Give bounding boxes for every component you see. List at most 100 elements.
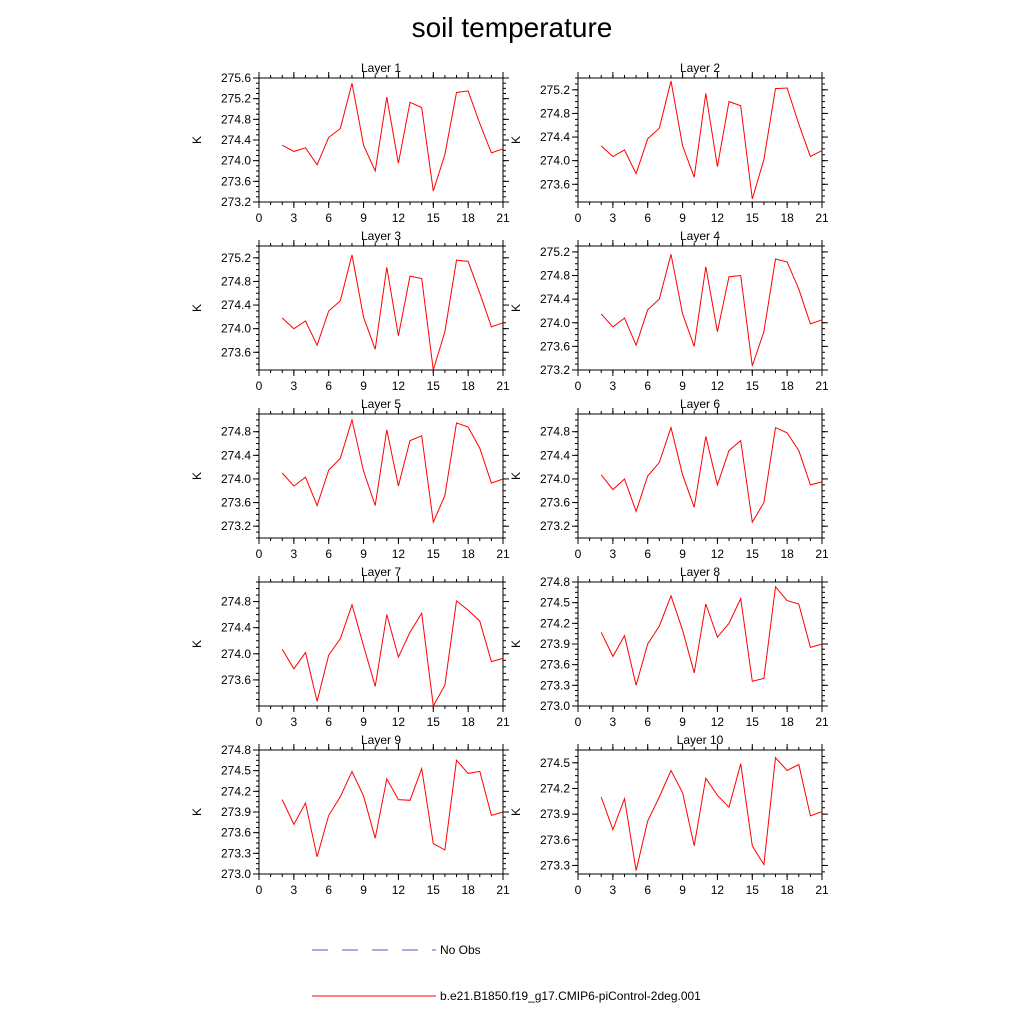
- y-tick-label: 274.4: [221, 133, 251, 147]
- x-tick-label: 18: [780, 715, 794, 729]
- x-tick-label: 12: [711, 211, 725, 225]
- x-tick-label: 15: [427, 211, 441, 225]
- y-tick-label: 275.6: [221, 71, 251, 85]
- y-tick-label: 274.8: [540, 106, 570, 120]
- y-tick-label: 274.4: [221, 448, 251, 462]
- y-tick-label: 275.2: [540, 245, 570, 259]
- panel-title-layer-2: Layer 2: [680, 61, 720, 75]
- legend-label-model: b.e21.B1850.f19_g17.CMIP6-piControl-2deg…: [440, 989, 701, 1003]
- y-tick-label: 273.6: [540, 833, 570, 847]
- series-line-layer-5: [281, 417, 504, 524]
- plot-frame-layer-6: [577, 413, 823, 539]
- x-tick-label: 0: [575, 715, 582, 729]
- y-tick-label: 273.6: [221, 345, 251, 359]
- x-tick-label: 0: [575, 211, 582, 225]
- y-tick-label: 274.4: [221, 298, 251, 312]
- plot-frame-layer-4: [577, 245, 823, 371]
- x-tick-label: 21: [496, 883, 510, 897]
- x-tick-label: 21: [815, 883, 829, 897]
- x-tick-label: 15: [746, 883, 760, 897]
- x-tick-label: 0: [575, 547, 582, 561]
- x-tick-label: 15: [427, 883, 441, 897]
- x-tick-label: 21: [815, 715, 829, 729]
- x-tick-label: 21: [815, 379, 829, 393]
- x-tick-label: 15: [427, 547, 441, 561]
- plot-frame-layer-2: [577, 77, 823, 203]
- x-tick-label: 18: [780, 211, 794, 225]
- series-line-layer-6: [600, 425, 823, 524]
- panel-title-layer-10: Layer 10: [677, 733, 724, 747]
- y-axis-label-layer-10: K: [509, 808, 523, 816]
- x-tick-label: 0: [575, 379, 582, 393]
- x-tick-label: 6: [644, 379, 651, 393]
- y-tick-label: 273.6: [540, 177, 570, 191]
- y-tick-label: 274.0: [221, 322, 251, 336]
- plot-frame-layer-9: [258, 749, 504, 875]
- x-tick-label: 21: [815, 547, 829, 561]
- x-tick-label: 18: [461, 715, 475, 729]
- x-tick-label: 6: [644, 715, 651, 729]
- series-line-layer-1: [281, 83, 504, 192]
- x-tick-label: 12: [392, 883, 406, 897]
- x-tick-label: 15: [427, 715, 441, 729]
- y-axis-label-layer-9: K: [190, 808, 204, 816]
- panel-title-layer-1: Layer 1: [361, 61, 401, 75]
- x-tick-label: 3: [610, 379, 617, 393]
- x-tick-label: 3: [610, 883, 617, 897]
- y-tick-label: 273.6: [540, 658, 570, 672]
- y-tick-label: 273.3: [540, 858, 570, 872]
- x-tick-label: 12: [711, 547, 725, 561]
- panel-title-layer-8: Layer 8: [680, 565, 720, 579]
- x-tick-label: 3: [291, 883, 298, 897]
- y-tick-label: 274.0: [540, 316, 570, 330]
- y-axis-label-layer-7: K: [190, 640, 204, 648]
- x-tick-label: 15: [746, 211, 760, 225]
- x-tick-label: 15: [427, 379, 441, 393]
- y-axis-label-layer-6: K: [509, 472, 523, 480]
- x-tick-label: 15: [746, 547, 760, 561]
- x-tick-label: 18: [461, 379, 475, 393]
- y-tick-label: 274.5: [540, 596, 570, 610]
- x-tick-label: 21: [496, 547, 510, 561]
- panel-title-layer-9: Layer 9: [361, 733, 401, 747]
- y-tick-label: 273.3: [221, 846, 251, 860]
- x-tick-label: 3: [291, 547, 298, 561]
- y-tick-label: 274.0: [540, 154, 570, 168]
- y-tick-label: 273.0: [221, 867, 251, 881]
- x-tick-label: 0: [575, 883, 582, 897]
- x-tick-label: 3: [291, 715, 298, 729]
- y-tick-label: 273.6: [540, 339, 570, 353]
- y-axis-label-layer-1: K: [190, 136, 204, 144]
- x-tick-label: 0: [256, 883, 263, 897]
- plot-frame-layer-8: [577, 581, 823, 707]
- series-line-layer-2: [600, 80, 823, 200]
- legend-label-no-obs: No Obs: [440, 943, 481, 957]
- x-tick-label: 21: [815, 211, 829, 225]
- x-tick-label: 3: [291, 379, 298, 393]
- y-tick-label: 273.6: [221, 826, 251, 840]
- y-tick-label: 273.2: [540, 519, 570, 533]
- x-tick-label: 6: [644, 883, 651, 897]
- x-tick-label: 3: [610, 211, 617, 225]
- x-tick-label: 3: [291, 211, 298, 225]
- x-tick-label: 18: [461, 883, 475, 897]
- x-tick-label: 15: [746, 379, 760, 393]
- x-tick-label: 18: [780, 379, 794, 393]
- y-tick-label: 274.2: [540, 781, 570, 795]
- panel-title-layer-7: Layer 7: [361, 565, 401, 579]
- x-tick-label: 6: [325, 715, 332, 729]
- x-tick-label: 9: [679, 883, 686, 897]
- y-tick-label: 273.2: [540, 363, 570, 377]
- y-tick-label: 273.9: [540, 637, 570, 651]
- x-tick-label: 0: [256, 379, 263, 393]
- x-tick-label: 15: [746, 715, 760, 729]
- y-tick-label: 273.6: [221, 174, 251, 188]
- x-tick-label: 18: [461, 547, 475, 561]
- series-line-layer-3: [281, 254, 504, 371]
- x-tick-label: 9: [679, 547, 686, 561]
- y-tick-label: 273.0: [540, 699, 570, 713]
- plot-frame-layer-3: [258, 245, 504, 371]
- y-tick-label: 273.9: [540, 807, 570, 821]
- plot-frame-layer-7: [258, 581, 504, 707]
- y-tick-label: 274.0: [540, 472, 570, 486]
